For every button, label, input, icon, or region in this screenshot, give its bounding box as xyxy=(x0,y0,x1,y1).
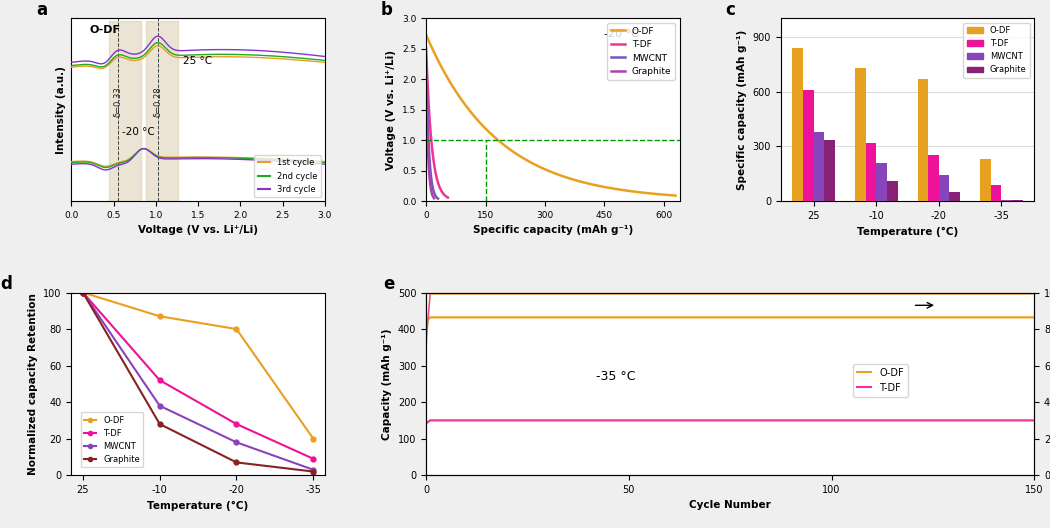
Bar xyxy=(877,163,887,201)
Bar xyxy=(793,48,803,201)
X-axis label: Cycle Number: Cycle Number xyxy=(689,501,771,511)
Text: 25 °C: 25 °C xyxy=(183,56,212,66)
Bar xyxy=(939,175,949,201)
Text: O-DF: O-DF xyxy=(89,25,120,35)
Text: -20 °C: -20 °C xyxy=(604,29,638,39)
X-axis label: Specific capacity (mAh g⁻¹): Specific capacity (mAh g⁻¹) xyxy=(472,225,633,235)
X-axis label: Voltage (V vs. Li⁺/Li): Voltage (V vs. Li⁺/Li) xyxy=(139,225,258,235)
Y-axis label: Voltage (V vs. Li⁺/Li): Voltage (V vs. Li⁺/Li) xyxy=(386,50,397,170)
Text: -35 °C: -35 °C xyxy=(596,370,636,383)
Bar xyxy=(1002,200,1012,201)
Y-axis label: Specific capacity (mAh g⁻¹): Specific capacity (mAh g⁻¹) xyxy=(737,30,748,190)
Bar xyxy=(928,155,939,201)
Y-axis label: Capacity (mAh g⁻¹): Capacity (mAh g⁻¹) xyxy=(382,328,393,440)
Bar xyxy=(855,68,865,201)
Bar xyxy=(865,143,877,201)
Bar xyxy=(146,21,177,201)
Text: δ=0.33: δ=0.33 xyxy=(113,86,123,117)
Bar xyxy=(991,185,1002,201)
Text: d: d xyxy=(0,275,13,293)
Bar xyxy=(918,79,928,201)
Bar xyxy=(949,192,960,201)
Text: -20 °C: -20 °C xyxy=(122,127,154,137)
Legend: O-DF, T-DF: O-DF, T-DF xyxy=(853,364,908,397)
Y-axis label: Intensity (a.u.): Intensity (a.u.) xyxy=(56,66,66,154)
Text: e: e xyxy=(383,275,395,293)
X-axis label: Temperature (°C): Temperature (°C) xyxy=(857,227,959,237)
Bar xyxy=(887,181,898,201)
Text: a: a xyxy=(36,1,47,19)
Bar xyxy=(1012,200,1023,201)
Legend: O-DF, T-DF, MWCNT, Graphite: O-DF, T-DF, MWCNT, Graphite xyxy=(607,23,675,80)
Bar xyxy=(108,21,141,201)
Legend: O-DF, T-DF, MWCNT, Graphite: O-DF, T-DF, MWCNT, Graphite xyxy=(963,23,1030,78)
X-axis label: Temperature (°C): Temperature (°C) xyxy=(147,501,249,511)
Legend: O-DF, T-DF, MWCNT, Graphite: O-DF, T-DF, MWCNT, Graphite xyxy=(81,412,143,467)
Bar xyxy=(980,159,991,201)
Legend: 1st cycle, 2nd cycle, 3rd cycle: 1st cycle, 2nd cycle, 3rd cycle xyxy=(254,155,320,197)
Bar xyxy=(814,132,824,201)
Bar xyxy=(824,140,835,201)
Bar xyxy=(803,90,814,201)
Text: δ=0.28: δ=0.28 xyxy=(153,86,163,117)
Text: c: c xyxy=(726,1,735,19)
Y-axis label: Normalized capacity Retention: Normalized capacity Retention xyxy=(27,293,38,475)
Text: b: b xyxy=(380,1,393,19)
